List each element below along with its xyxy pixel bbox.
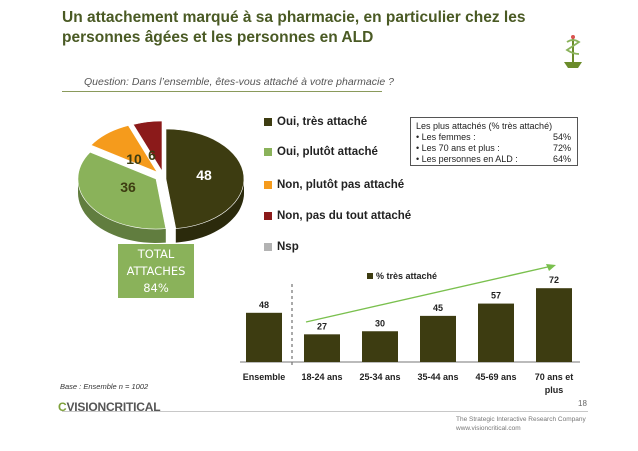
trend-arrow-head-icon bbox=[546, 264, 556, 271]
x-tick-label: 25-34 ans bbox=[359, 372, 400, 382]
callout-row-label: • Les femmes : bbox=[416, 132, 476, 142]
legend-item-plutot-pas-attache: Non, plutôt pas attaché bbox=[264, 179, 404, 191]
callout-row: • Les personnes en ALD : 64% bbox=[416, 154, 571, 165]
bar bbox=[304, 334, 340, 362]
divider bbox=[62, 91, 382, 92]
footer-divider bbox=[62, 411, 588, 412]
legend-swatch bbox=[264, 118, 272, 126]
legend-swatch bbox=[264, 243, 272, 251]
bar-value-label: 72 bbox=[549, 275, 559, 285]
legend-label: Nsp bbox=[277, 241, 299, 253]
bar-legend-label: % très attaché bbox=[376, 271, 437, 281]
legend-label: Oui, plutôt attaché bbox=[277, 146, 378, 158]
trend-arrow-icon bbox=[305, 265, 553, 323]
brand-c-mark: C bbox=[58, 400, 67, 414]
callout-row: • Les femmes : 54% bbox=[416, 132, 571, 143]
legend-item-nsp: Nsp bbox=[264, 241, 299, 253]
bar bbox=[478, 303, 514, 362]
tagline-line2: www.visioncritical.com bbox=[456, 425, 521, 432]
callout-row-label: • Les personnes en ALD : bbox=[416, 154, 518, 164]
legend-item-pas-du-tout-attache: Non, pas du tout attaché bbox=[264, 210, 411, 222]
tagline: The Strategic Interactive Research Compa… bbox=[456, 415, 586, 433]
pie-slice bbox=[90, 125, 158, 173]
callout-row-value: 64% bbox=[552, 154, 571, 164]
brand-logo: CVISIONCRITICAL bbox=[58, 400, 161, 414]
pharmacy-logo-icon bbox=[564, 35, 582, 68]
x-tick-label: 45-69 ans bbox=[475, 372, 516, 382]
total-box-line1: TOTAL bbox=[137, 247, 175, 261]
bar-value-label: 27 bbox=[317, 321, 327, 331]
pie-slice-side bbox=[78, 179, 166, 243]
bar-value-label: 48 bbox=[259, 300, 269, 310]
x-tick-label: Ensemble bbox=[243, 372, 286, 382]
legend-label: Oui, très attaché bbox=[277, 116, 368, 128]
total-attaches-box: TOTAL ATTACHES 84% bbox=[118, 244, 194, 298]
pie-slice-label: 48 bbox=[196, 167, 212, 183]
callout-title: Les plus attachés (% très attaché) bbox=[416, 121, 553, 131]
callout-row-label: • Les 70 ans et plus : bbox=[416, 143, 500, 153]
x-tick-label: 35-44 ans bbox=[417, 372, 458, 382]
pie-slice-label: 10 bbox=[126, 151, 142, 167]
legend-swatch bbox=[264, 212, 272, 220]
base-note: Base : Ensemble n = 1002 bbox=[60, 382, 149, 391]
page-number: 18 bbox=[578, 399, 587, 408]
pie-slice-label: 36 bbox=[120, 179, 136, 195]
x-tick-label: 18-24 ans bbox=[301, 372, 342, 382]
pie-slice bbox=[132, 120, 163, 173]
pie-slice bbox=[165, 128, 245, 229]
total-box-line3: 84% bbox=[143, 281, 169, 295]
pie-slice-label: 6 bbox=[148, 147, 156, 163]
bar-value-label: 30 bbox=[375, 318, 385, 328]
callout-row-value: 72% bbox=[552, 143, 571, 153]
legend-swatch bbox=[264, 148, 272, 156]
brand-name: VISIONCRITICAL bbox=[66, 400, 161, 414]
pie-slice-side bbox=[175, 179, 244, 243]
bar-value-label: 45 bbox=[433, 303, 443, 313]
tagline-line1: The Strategic Interactive Research Compa… bbox=[456, 416, 586, 423]
slide-title: Un attachement marqué à sa pharmacie, en… bbox=[62, 9, 526, 46]
bar-legend-swatch bbox=[367, 273, 373, 279]
callout-box: Les plus attachés (% très attaché) • Les… bbox=[410, 117, 578, 166]
callout-row-value: 54% bbox=[552, 132, 571, 142]
total-box-line2: ATTACHES bbox=[126, 264, 186, 278]
legend-swatch bbox=[264, 181, 272, 189]
legend-label: Non, pas du tout attaché bbox=[277, 210, 412, 222]
bar-value-label: 57 bbox=[491, 291, 501, 301]
callout-row: • Les 70 ans et plus : 72% bbox=[416, 143, 571, 154]
legend-item-tres-attache: Oui, très attaché bbox=[264, 116, 367, 128]
bar bbox=[362, 331, 398, 362]
question-text: Question: Dans l’ensemble, êtes-vous att… bbox=[84, 76, 394, 88]
bar bbox=[246, 312, 282, 362]
bar bbox=[536, 288, 572, 362]
legend-label: Non, plutôt pas attaché bbox=[277, 179, 405, 191]
x-tick-label: 70 ans et bbox=[535, 372, 574, 382]
pie-slice bbox=[77, 151, 167, 230]
x-tick-label: plus bbox=[545, 385, 564, 395]
legend-item-plutot-attache: Oui, plutôt attaché bbox=[264, 146, 378, 158]
bar bbox=[420, 315, 456, 362]
